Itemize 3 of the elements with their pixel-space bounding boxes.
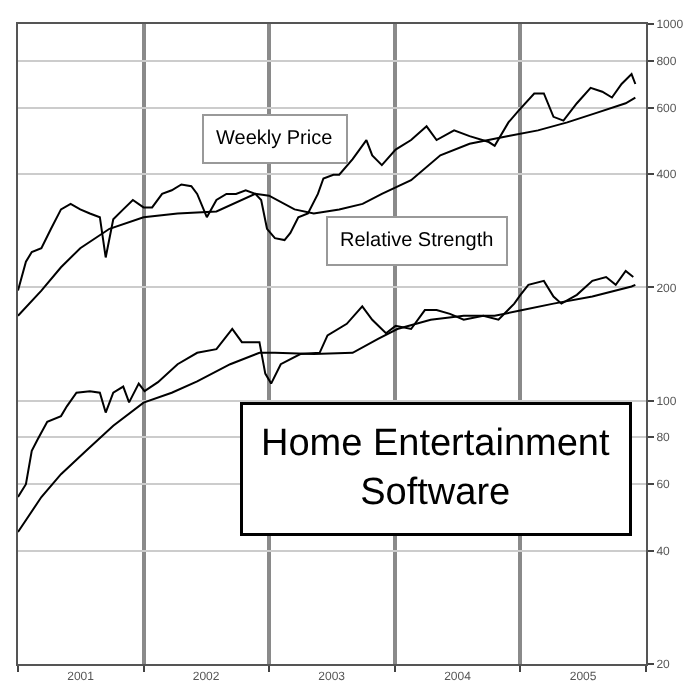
- annotation: Relative Strength: [340, 230, 494, 252]
- text: Home Entertainment Software: [261, 423, 611, 515]
- annotation: Weekly Price: [216, 128, 334, 150]
